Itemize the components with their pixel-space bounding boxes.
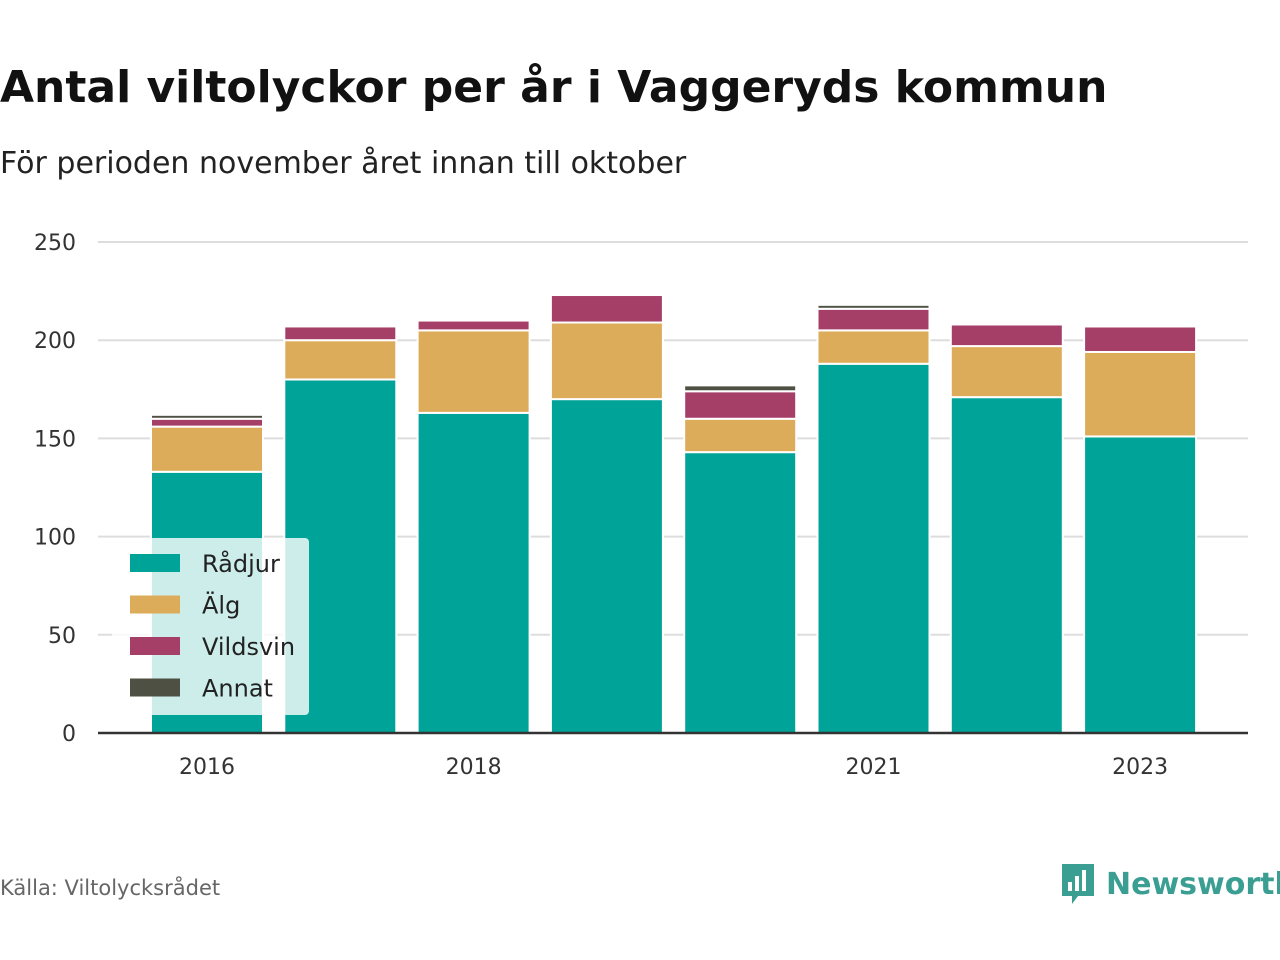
legend-background	[112, 538, 309, 715]
legend-swatch	[130, 554, 180, 572]
bar-segment: Älg 2019: 39	[549, 321, 664, 401]
bar-segment: Älg 2017: 20	[283, 339, 398, 381]
bar-segment: Annat 2016: 2	[150, 413, 264, 420]
bar-segment: Vildsvin 2020: 14	[683, 390, 798, 420]
bar-segment: Älg 2016: 23	[150, 425, 264, 473]
legend-swatch	[130, 637, 180, 655]
legend-label: Rådjur	[202, 549, 280, 578]
y-tick-label: 0	[62, 722, 76, 747]
bar-segment: Rådjur 2021: 188	[816, 362, 931, 734]
legend-label: Vildsvin	[202, 633, 295, 661]
bar-segment: Älg 2023: 43	[1083, 350, 1198, 438]
bar-segment: Vildsvin 2019: 14	[549, 294, 664, 324]
bar-segment: Vildsvin 2021: 11	[816, 307, 931, 332]
legend-label: Annat	[202, 675, 273, 703]
x-axis: 2016 2018 2021 2023	[98, 731, 1248, 780]
bar-segment: Älg 2018: 42	[416, 329, 531, 414]
bar-segment: Älg 2021: 17	[816, 329, 931, 365]
brand-logo: Newsworthy	[1060, 862, 1280, 906]
legend: Rådjur Älg Vildsvin Annat	[112, 538, 309, 715]
legend-swatch	[130, 678, 180, 697]
bar-segment: Vildsvin 2016: 4	[150, 417, 264, 428]
bar-segment: Vildsvin 2018: 5	[416, 319, 531, 332]
bar-segment: Vildsvin 2023: 13	[1083, 325, 1198, 353]
x-tick-label: 2018	[446, 755, 502, 780]
bar-segment: Rådjur 2023: 151	[1083, 435, 1198, 734]
bar-segment: Rådjur 2019: 170	[549, 398, 664, 734]
bar-segment: Annat 2021: 2	[816, 303, 931, 310]
y-tick-label: 250	[34, 231, 76, 256]
brand-name: Newsworthy	[1106, 866, 1280, 902]
y-tick-label: 100	[34, 526, 76, 551]
bar-segment: Annat 2020: 3	[683, 384, 798, 393]
bar-segment: Rådjur 2020: 143	[683, 451, 798, 734]
x-tick-label: 2023	[1112, 755, 1168, 780]
bar-chart-logo-icon	[1062, 864, 1094, 904]
bar-segment: Vildsvin 2022: 11	[949, 323, 1064, 348]
source-note: Källa: Viltolycksrådet	[0, 876, 221, 900]
legend-swatch	[130, 595, 180, 614]
chart-title: Antal viltolyckor per år i Vaggeryds kom…	[0, 62, 1108, 113]
x-tick-label: 2016	[179, 755, 235, 780]
y-tick-label: 150	[34, 427, 76, 452]
chart-subtitle: För perioden november året innan till ok…	[0, 146, 687, 181]
y-tick-label: 200	[34, 329, 76, 354]
bar-segment: Rådjur 2022: 171	[949, 396, 1064, 734]
bar-segment: Rådjur 2018: 163	[416, 411, 531, 734]
x-tick-label: 2021	[846, 755, 902, 780]
bar-segment: Annat 2023: 1	[1083, 323, 1198, 328]
legend-label: Älg	[202, 591, 240, 620]
y-axis: 0 50 100 150 200 250	[34, 231, 76, 747]
bar-segment: Älg 2022: 26	[949, 345, 1064, 399]
bar-segment: Vildsvin 2017: 7	[283, 325, 398, 342]
bar-segment: Älg 2020: 17	[683, 417, 798, 454]
y-tick-label: 50	[48, 624, 76, 649]
